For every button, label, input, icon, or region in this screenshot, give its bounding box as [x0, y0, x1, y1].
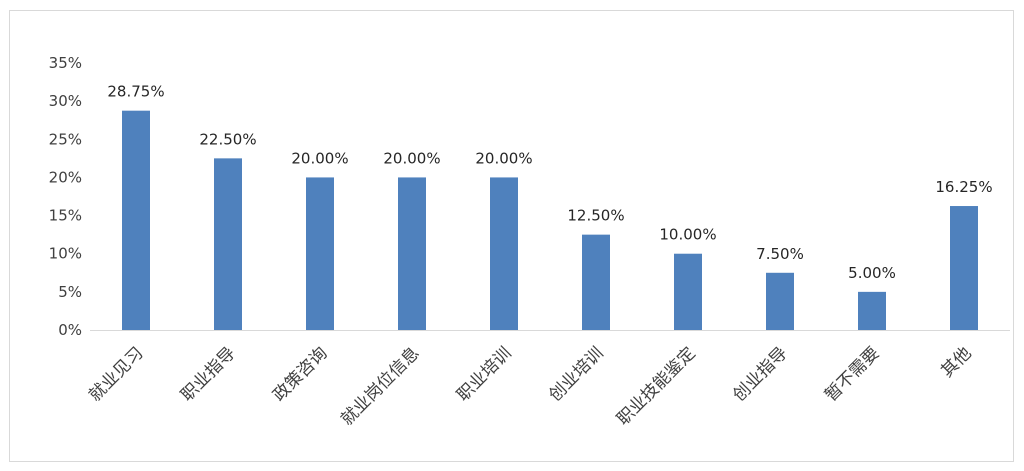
x-tick-label: 创业培训	[545, 343, 607, 405]
bar	[214, 158, 242, 330]
data-label: 22.50%	[199, 130, 256, 148]
data-label: 28.75%	[107, 83, 164, 101]
x-tick-label: 职业技能鉴定	[613, 343, 699, 429]
bar	[398, 177, 426, 330]
y-tick-label: 0%	[58, 321, 82, 339]
y-tick-label: 35%	[49, 54, 82, 72]
x-tick-label: 其他	[937, 343, 975, 381]
x-tick-label: 就业见习	[85, 343, 147, 405]
y-tick-label: 15%	[49, 207, 82, 225]
x-tick-label: 就业岗位信息	[337, 343, 423, 429]
bar	[122, 110, 150, 330]
y-tick-label: 5%	[58, 283, 82, 301]
bar	[306, 177, 334, 330]
data-label: 16.25%	[935, 178, 992, 196]
y-tick-label: 25%	[49, 130, 82, 148]
bar	[674, 253, 702, 330]
y-tick-label: 10%	[49, 245, 82, 263]
data-label: 5.00%	[848, 264, 896, 282]
data-labels: 28.75% 22.50% 20.00% 20.00% 20.00% 12.50% 10.0…	[107, 83, 992, 282]
data-label: 20.00%	[475, 149, 532, 167]
bar	[490, 177, 518, 330]
data-label: 10.00%	[659, 226, 716, 244]
x-tick-label: 创业指导	[729, 343, 791, 405]
x-tick-label: 暂不需要	[821, 343, 883, 405]
data-label: 12.50%	[567, 207, 624, 225]
y-tick-label: 20%	[49, 168, 82, 186]
y-tick-label: 30%	[49, 92, 82, 110]
bar	[766, 272, 794, 330]
data-label: 20.00%	[383, 149, 440, 167]
bar	[950, 206, 978, 330]
bar-series	[122, 110, 978, 330]
bar	[858, 291, 886, 330]
x-tick-label: 政策咨询	[269, 343, 331, 405]
x-tick-label: 职业指导	[177, 343, 239, 405]
x-tick-label: 职业培训	[453, 343, 515, 405]
data-label: 7.50%	[756, 245, 804, 263]
data-label: 20.00%	[291, 149, 348, 167]
y-axis: 0% 5% 10% 15% 20% 25% 30% 35%	[49, 54, 82, 339]
x-axis: 就业见习 职业指导 政策咨询 就业岗位信息 职业培训 创业培训 职业技能鉴定 创业指导 暂不需要…	[85, 330, 1010, 430]
bar	[582, 234, 610, 330]
